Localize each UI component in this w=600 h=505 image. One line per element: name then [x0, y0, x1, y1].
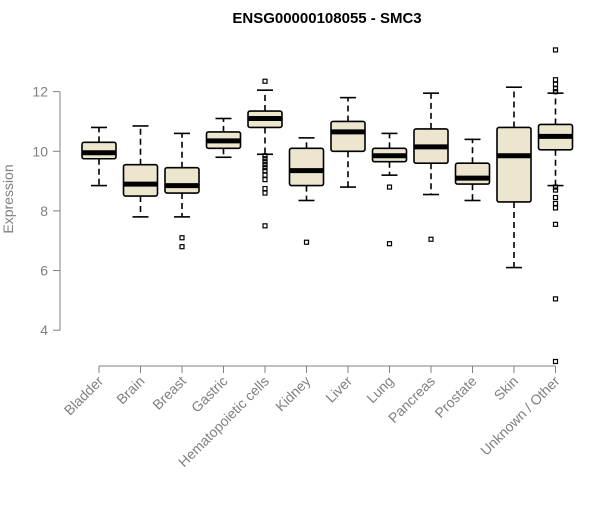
- outlier-point: [552, 205, 559, 211]
- outlier-point: [552, 47, 559, 53]
- outlier-point: [552, 358, 559, 365]
- outlier-point: [262, 162, 268, 168]
- outlier-point: [552, 194, 559, 201]
- outlier-point: [552, 221, 559, 227]
- box-brain: [122, 125, 159, 218]
- outlier-point: [262, 190, 268, 196]
- box-iqr: [454, 162, 491, 185]
- outlier-point: [552, 200, 559, 207]
- outlier-point: [262, 165, 268, 171]
- x-tick-label: Prostate: [431, 373, 479, 421]
- outlier-point: [552, 296, 559, 302]
- outlier-point: [262, 159, 268, 165]
- box-iqr: [496, 126, 532, 203]
- y-axis: 4 6 8 10 12: [32, 84, 61, 338]
- x-tick-label: Liver: [322, 373, 355, 406]
- x-tick-label: Kidney: [272, 373, 314, 415]
- outlier-point: [552, 86, 559, 92]
- x-tick-label: Breast: [149, 373, 189, 413]
- box-iqr: [330, 120, 366, 153]
- x-tick-label: Skin: [491, 373, 522, 404]
- boxes-group: [81, 47, 574, 365]
- outlier-point: [262, 177, 268, 183]
- x-tick-label: Lung: [363, 373, 396, 406]
- box-iqr: [288, 147, 325, 187]
- outlier-point: [386, 184, 393, 190]
- box-iqr: [164, 166, 200, 194]
- outlier-point: [179, 244, 185, 250]
- outlier-point: [262, 78, 268, 84]
- box-liver: [330, 96, 366, 188]
- outlier-point: [428, 236, 434, 242]
- y-tick-label: 8: [40, 203, 48, 219]
- x-tick-label: Brain: [113, 373, 147, 407]
- outlier-point: [552, 187, 559, 193]
- box-iqr: [122, 163, 159, 197]
- outlier-point: [386, 241, 393, 247]
- outlier-point: [552, 89, 559, 95]
- chart-title: ENSG00000108055 - SMC3: [232, 10, 421, 27]
- outlier-point: [552, 184, 559, 190]
- y-tick-label: 10: [32, 143, 48, 159]
- box-bladder: [81, 126, 117, 187]
- box-breast: [164, 132, 200, 250]
- outlier-point: [262, 172, 268, 178]
- y-tick-label: 6: [40, 263, 48, 279]
- box-lung: [371, 132, 408, 247]
- outlier-point: [262, 156, 268, 162]
- outlier-point: [552, 77, 559, 83]
- box-pancreas: [413, 92, 449, 242]
- y-axis-title: Expression: [0, 164, 16, 233]
- outlier-point: [262, 185, 268, 192]
- box-unknown-other: [537, 47, 574, 365]
- box-prostate: [454, 138, 491, 202]
- y-tick-label: 4: [40, 322, 48, 338]
- x-tick-label: Bladder: [61, 373, 107, 419]
- y-tick-label: 12: [32, 84, 48, 100]
- box-kidney: [288, 137, 325, 245]
- box-hematopoietic-cells: [247, 78, 283, 229]
- box-skin: [496, 86, 532, 269]
- x-tick-label: Unknown / Other: [477, 373, 563, 459]
- outlier-point: [303, 239, 310, 245]
- outlier-point: [179, 235, 185, 241]
- outlier-point: [262, 223, 268, 229]
- outlier-point: [262, 153, 268, 159]
- outlier-point: [552, 81, 559, 87]
- box-gastric: [205, 117, 242, 159]
